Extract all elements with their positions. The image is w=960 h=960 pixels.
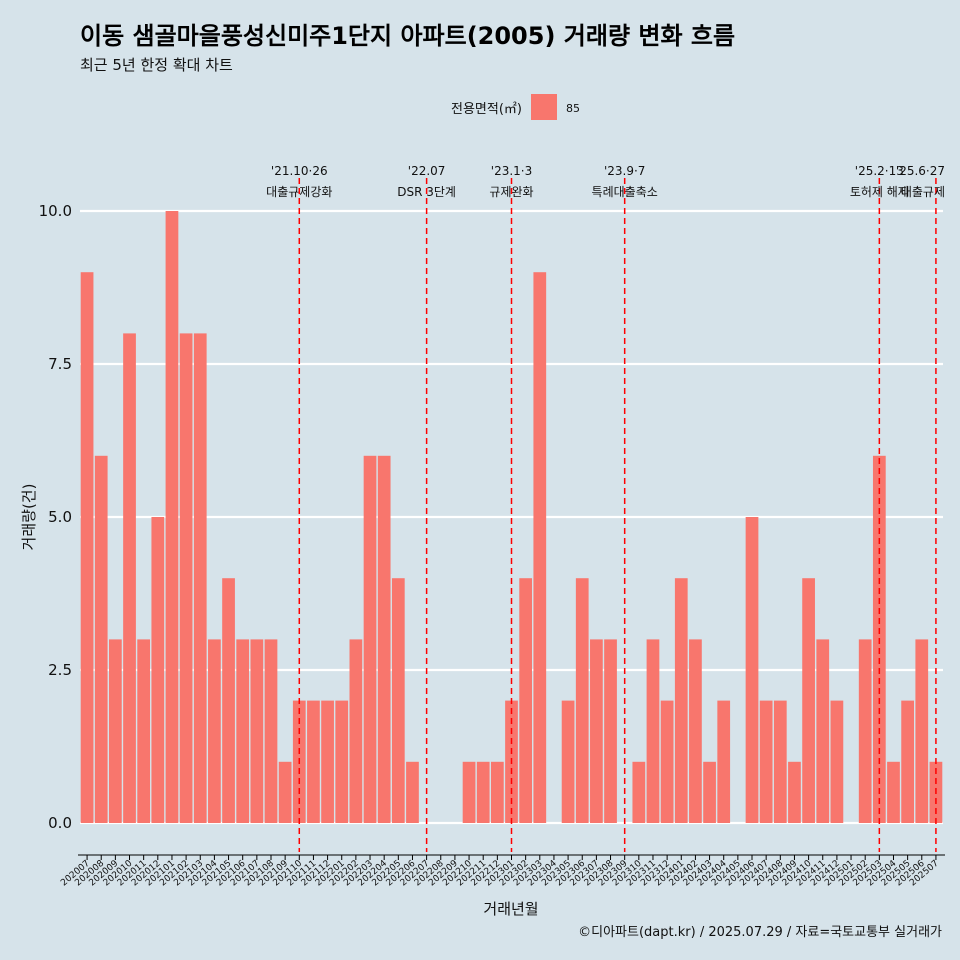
bar bbox=[788, 761, 801, 823]
bar bbox=[151, 517, 165, 823]
source-caption: ©디아파트(dapt.kr) / 2025.07.29 / 자료=국토교통부 실… bbox=[578, 925, 942, 940]
bar bbox=[109, 639, 122, 823]
bar bbox=[321, 700, 334, 823]
bar bbox=[406, 761, 419, 823]
bar bbox=[94, 455, 108, 823]
bar bbox=[278, 761, 292, 823]
bar bbox=[179, 333, 193, 823]
legend: 전용면적(㎡) 85 bbox=[451, 94, 580, 120]
event-text-label: 특례대출축소 bbox=[592, 185, 658, 199]
y-tick-label: 7.5 bbox=[48, 355, 72, 373]
event-text-label: 토허제 해제 bbox=[850, 185, 909, 199]
bar bbox=[519, 578, 533, 823]
event-text-label: 대출규제 bbox=[901, 185, 945, 199]
bar bbox=[717, 700, 731, 823]
event-text-label: DSR 3단계 bbox=[397, 185, 456, 199]
bar bbox=[575, 578, 589, 823]
legend-title: 전용면적(㎡) bbox=[451, 102, 522, 117]
bar bbox=[391, 578, 405, 823]
bar bbox=[816, 639, 830, 823]
bar bbox=[335, 700, 349, 823]
y-tick-label: 10.0 bbox=[39, 202, 72, 220]
bar bbox=[915, 639, 929, 823]
bar bbox=[165, 211, 179, 823]
bar bbox=[208, 639, 221, 823]
bar bbox=[745, 517, 759, 823]
bar bbox=[561, 700, 575, 823]
bar bbox=[674, 578, 688, 823]
bar bbox=[222, 578, 235, 823]
x-axis-title: 거래년월 bbox=[483, 900, 538, 918]
bar bbox=[462, 761, 476, 823]
bar bbox=[490, 761, 504, 823]
legend-swatch bbox=[531, 94, 557, 120]
bar bbox=[901, 700, 914, 823]
y-axis-title: 거래량(건) bbox=[20, 484, 38, 551]
bar bbox=[689, 639, 702, 823]
bar bbox=[646, 639, 660, 823]
bar bbox=[773, 700, 787, 823]
event-date-label: '22.07 bbox=[408, 164, 446, 178]
chart-subtitle: 최근 5년 한정 확대 차트 bbox=[80, 56, 233, 74]
bar bbox=[137, 639, 151, 823]
bar bbox=[377, 455, 391, 823]
event-text-label: 규제완화 bbox=[489, 185, 533, 199]
event-date-label: '21.10·26 bbox=[271, 164, 328, 178]
bar bbox=[703, 761, 716, 823]
bar bbox=[476, 761, 490, 823]
bar bbox=[759, 700, 773, 823]
y-axis-ticks: 0.0 2.5 5.0 7.5 10.0 bbox=[39, 202, 72, 832]
bar bbox=[830, 700, 844, 823]
bar bbox=[80, 272, 94, 823]
legend-key-label: 85 bbox=[566, 102, 580, 115]
bar bbox=[660, 700, 674, 823]
bar bbox=[887, 761, 900, 823]
x-axis: 2020072020082020092020102020112020122021… bbox=[59, 854, 945, 888]
bar bbox=[533, 272, 547, 823]
bar bbox=[123, 333, 136, 823]
bar bbox=[632, 761, 646, 823]
chart-title: 이동 샘골마을풍성신미주1단지 아파트(2005) 거래량 변화 흐름 bbox=[80, 22, 735, 50]
event-text-label: 대출규제강화 bbox=[266, 185, 332, 199]
y-tick-label: 0.0 bbox=[48, 814, 72, 832]
bar bbox=[264, 639, 278, 823]
bar bbox=[307, 700, 320, 823]
y-tick-label: 5.0 bbox=[48, 508, 72, 526]
bar bbox=[236, 639, 250, 823]
bar bbox=[802, 578, 815, 823]
bar bbox=[590, 639, 603, 823]
event-date-label: '25.2·13 bbox=[855, 164, 904, 178]
event-date-label: '25.6·27 bbox=[896, 164, 945, 178]
bar bbox=[193, 333, 207, 823]
bar bbox=[604, 639, 617, 823]
bar bbox=[250, 639, 264, 823]
event-date-label: '23.9·7 bbox=[604, 164, 645, 178]
bar bbox=[349, 639, 363, 823]
bars bbox=[80, 211, 943, 823]
bar bbox=[858, 639, 872, 823]
bar bbox=[363, 455, 377, 823]
event-date-label: '23.1·3 bbox=[491, 164, 532, 178]
y-tick-label: 2.5 bbox=[48, 661, 72, 679]
event-lines: '21.10·26 대출규제강화 '22.07 DSR 3단계 '23.1·3 규제완화 '… bbox=[266, 164, 945, 852]
